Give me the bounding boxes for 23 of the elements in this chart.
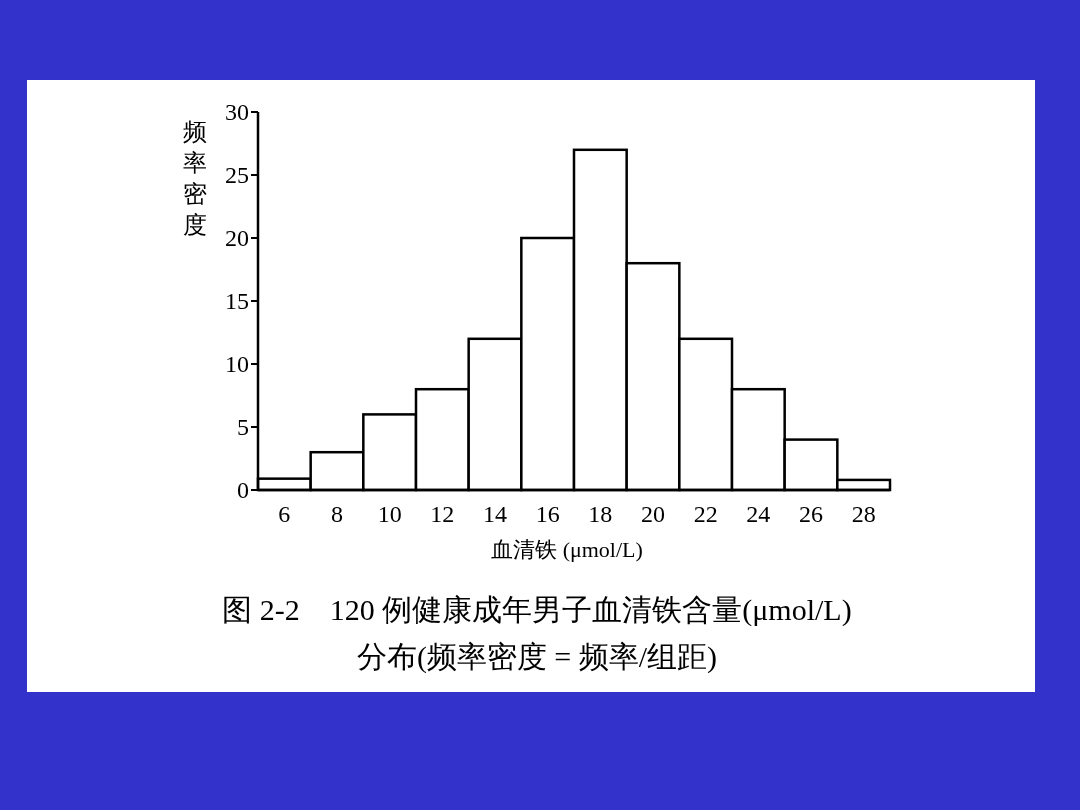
- x-tick-label: 28: [851, 501, 876, 527]
- y-axis-title: 频率密度: [183, 119, 207, 238]
- y-tick-label: 5: [237, 414, 249, 440]
- y-tick-label: 30: [225, 99, 249, 125]
- x-tick-label: 8: [331, 501, 343, 527]
- x-tick-label: 26: [799, 501, 823, 527]
- y-tick-label: 20: [225, 225, 249, 251]
- y-tick-label: 0: [237, 477, 249, 503]
- y-tick-label: 10: [225, 351, 249, 377]
- text: 图 2-2 120 例健康成年男子血清铁含量(μmol/L): [222, 593, 852, 627]
- x-tick-label: 12: [430, 501, 455, 527]
- x-tick-label: 24: [746, 501, 771, 527]
- y-tick-label: 15: [225, 288, 249, 314]
- x-tick-label: 16: [535, 501, 560, 527]
- x-tick-label: 22: [693, 501, 718, 527]
- x-tick-label: 14: [483, 501, 507, 527]
- x-axis-title: 血清铁 (μmol/L): [491, 537, 643, 562]
- x-tick-label: 18: [588, 501, 613, 527]
- x-tick-label: 20: [641, 501, 665, 527]
- y-tick-label: 25: [225, 162, 249, 188]
- x-tick-label: 10: [377, 501, 402, 527]
- x-tick-label: 6: [278, 501, 291, 527]
- text: 分布(频率密度 = 频率/组距): [356, 640, 718, 674]
